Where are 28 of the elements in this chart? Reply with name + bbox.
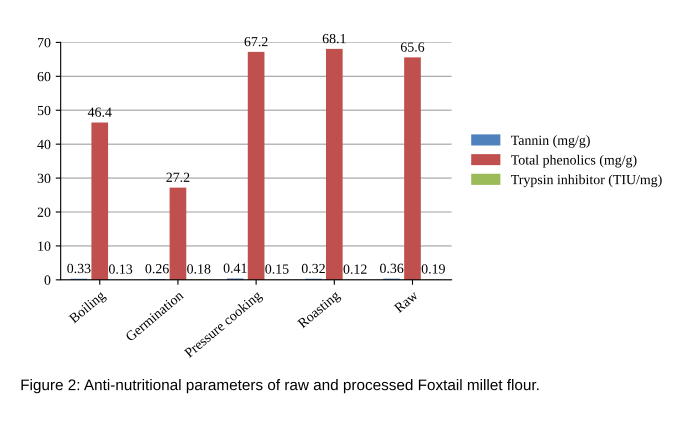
y-tick-label: 70: [38, 38, 50, 48]
data-label: 0.26: [145, 264, 169, 274]
data-label: 67.2: [244, 36, 268, 46]
caption: Figure 2: Anti-nutritional parameters of raw and processed Foxtail millet flour.: [21, 379, 539, 394]
legend-label: Tannin (mg/g): [511, 135, 590, 148]
y-tick-label: 10: [38, 242, 50, 251]
legend-label: Trypsin inhibitor (TIU/mg): [511, 174, 662, 188]
data-label: 0.18: [187, 264, 210, 274]
data-label: 0.33: [67, 264, 91, 274]
data-label: 68.1: [322, 34, 346, 44]
data-label: 0.36: [380, 264, 404, 274]
legend-label: Total phenolics (mg/g): [511, 154, 636, 168]
x-tick-label: Raw: [394, 290, 419, 314]
y-tick-label: 20: [38, 208, 50, 217]
data-label: 46.4: [88, 108, 112, 117]
data-label: 65.6: [400, 42, 424, 52]
data-label: 0.12: [344, 264, 367, 274]
data-label: 0.13: [108, 264, 132, 274]
data-label: 0.15: [265, 264, 289, 274]
y-tick-label: 50: [38, 106, 50, 116]
y-tick-label: 60: [38, 72, 50, 82]
data-label: 27.2: [166, 172, 190, 182]
data-label: 0.19: [422, 264, 445, 274]
y-tick-label: 40: [37, 140, 50, 150]
y-tick-label: 30: [38, 174, 50, 184]
data-label: 0.32: [302, 264, 325, 274]
data-label: 0.41: [224, 263, 247, 273]
y-tick-label: 0: [44, 275, 50, 285]
